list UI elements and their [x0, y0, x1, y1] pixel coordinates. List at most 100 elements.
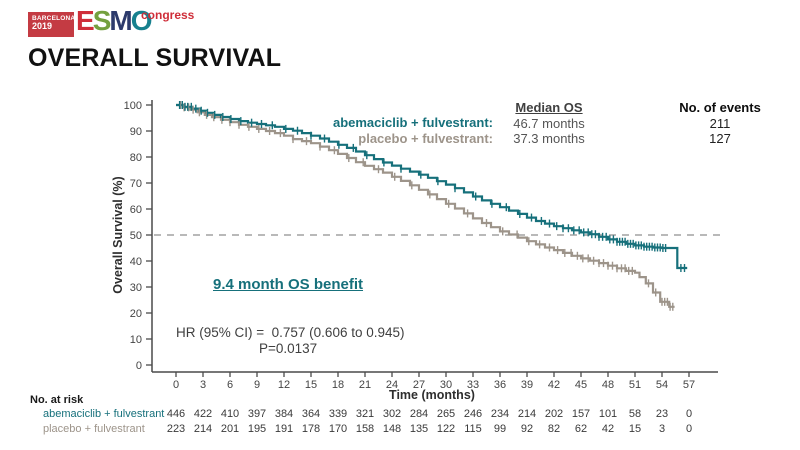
- svg-text:100: 100: [124, 100, 142, 112]
- risk-count: 446: [166, 408, 186, 420]
- svg-text:54: 54: [656, 379, 668, 391]
- x-axis-ticks: 0 3 6 9 12 15 18 21 24 27 30 33 36 39 42 45 48 51 54 57: [173, 372, 695, 391]
- p-value-annotation: P=0.0137: [259, 341, 318, 356]
- median-os-placebo: 37.3 months: [513, 131, 585, 146]
- risk-count: 422: [193, 408, 213, 420]
- risk-count: 364: [301, 408, 321, 420]
- risk-count: 42: [601, 423, 615, 435]
- svg-text:40: 40: [130, 256, 142, 268]
- risk-count: 148: [382, 423, 402, 435]
- svg-text:39: 39: [521, 379, 533, 391]
- svg-text:30: 30: [440, 379, 452, 391]
- risk-count: 178: [301, 423, 321, 435]
- legend-label-placebo: placebo + fulvestrant:: [358, 130, 493, 146]
- page-title: OVERALL SURVIVAL: [28, 44, 282, 72]
- risk-count: 99: [493, 423, 507, 435]
- risk-count: 265: [436, 408, 456, 420]
- logo-letter: S: [92, 5, 112, 36]
- risk-count: 191: [274, 423, 294, 435]
- events-header: No. of events: [679, 100, 761, 115]
- risk-count: 321: [355, 408, 375, 420]
- risk-count: 201: [220, 423, 240, 435]
- risk-table-title: No. at risk: [30, 394, 84, 406]
- os-benefit-annotation: 9.4 month OS benefit: [213, 276, 364, 293]
- risk-count: 302: [382, 408, 402, 420]
- svg-text:3: 3: [200, 379, 206, 391]
- svg-text:36: 36: [494, 379, 506, 391]
- svg-text:12: 12: [278, 379, 290, 391]
- svg-text:0: 0: [173, 379, 179, 391]
- risk-count: 195: [247, 423, 267, 435]
- esmo-logo-letters: ESMO: [76, 5, 153, 36]
- svg-text:9: 9: [254, 379, 260, 391]
- axes: [151, 100, 718, 373]
- events-abemaciclib: 211: [709, 115, 731, 131]
- risk-count: 135: [409, 423, 429, 435]
- risk-count: 157: [571, 408, 591, 420]
- risk-row-label: abemaciclib + fulvestrant: [43, 408, 165, 420]
- risk-count: 92: [520, 423, 534, 435]
- svg-text:27: 27: [413, 379, 425, 391]
- svg-text:10: 10: [130, 334, 142, 346]
- risk-count: 284: [409, 408, 429, 420]
- risk-count: 246: [463, 408, 483, 420]
- curve-abemaciclib: [176, 103, 688, 270]
- svg-text:50: 50: [130, 230, 142, 242]
- risk-count: 115: [464, 423, 482, 435]
- events-placebo: 127: [709, 131, 731, 146]
- median-os-abemaciclib: 46.7 months: [513, 115, 585, 131]
- svg-text:48: 48: [602, 379, 614, 391]
- esmo-congress-logo-box: BARCELONA 2019: [28, 12, 76, 37]
- svg-text:51: 51: [629, 379, 641, 391]
- risk-count: 158: [355, 423, 375, 435]
- risk-count: 122: [436, 423, 456, 435]
- risk-table-row: placebo + fulvestrant 223 214 201 195 191 178 1…: [0, 423, 800, 436]
- logo-year: 2019: [32, 21, 53, 32]
- risk-count: 15: [628, 423, 642, 435]
- risk-table-row: abemaciclib + fulvestrant 446 422 410 397 384…: [0, 408, 800, 421]
- median-os-column: Median OS 46.7 months 37.3 months: [493, 100, 605, 147]
- risk-count: 170: [328, 423, 348, 435]
- svg-text:90: 90: [130, 126, 142, 138]
- hazard-ratio-annotation: HR (95% CI) = 0.757 (0.606 to 0.945): [176, 325, 405, 340]
- risk-count: 0: [685, 423, 693, 435]
- legend-series-labels: abemaciclib + fulvestrant: placebo + ful…: [333, 115, 493, 146]
- svg-text:57: 57: [683, 379, 695, 391]
- logo-letter: E: [76, 5, 95, 36]
- risk-count: 397: [247, 408, 267, 420]
- risk-count: 58: [628, 408, 642, 420]
- y-axis-title: Overall Survival (%): [111, 176, 125, 293]
- svg-text:0: 0: [136, 360, 142, 372]
- curve-placebo: [176, 103, 675, 308]
- svg-text:15: 15: [305, 379, 317, 391]
- risk-count: 214: [193, 423, 213, 435]
- svg-text:60: 60: [130, 204, 142, 216]
- risk-count: 202: [544, 408, 564, 420]
- logo-congress-text: congress: [141, 8, 195, 22]
- logo-venue: BARCELONA: [32, 15, 76, 22]
- y-axis-ticks: 0 10 20 30 40 50 60 70 80 90 100: [124, 100, 152, 372]
- risk-count: 82: [547, 423, 561, 435]
- logo-letter: M: [109, 5, 132, 36]
- risk-count: 223: [166, 423, 186, 435]
- survival-curves: [176, 103, 688, 308]
- risk-count: 23: [655, 408, 669, 420]
- x-axis-title: Time (months): [389, 388, 475, 402]
- risk-count: 0: [685, 408, 693, 420]
- logo-letter: O: [130, 5, 153, 36]
- risk-count: 234: [490, 408, 510, 420]
- risk-count: 62: [574, 423, 588, 435]
- svg-text:18: 18: [332, 379, 344, 391]
- risk-count: 384: [274, 408, 294, 420]
- events-column: No. of events 211 127: [650, 100, 790, 147]
- risk-count: 339: [328, 408, 348, 420]
- median-os-header: Median OS: [515, 100, 583, 115]
- svg-text:21: 21: [359, 379, 371, 391]
- censor-marks: [178, 101, 686, 311]
- svg-text:33: 33: [467, 379, 479, 391]
- risk-count: 101: [598, 408, 618, 420]
- legend-label-abemaciclib: abemaciclib + fulvestrant:: [332, 115, 493, 130]
- svg-text:24: 24: [386, 379, 398, 391]
